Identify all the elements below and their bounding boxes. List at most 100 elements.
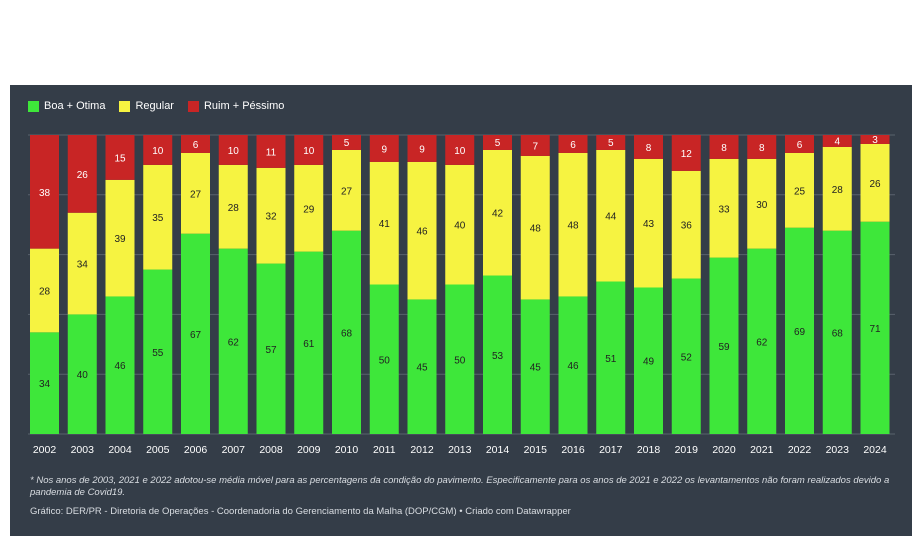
bar-boa-otima-2015 xyxy=(520,299,550,434)
bar-boa-otima-2011 xyxy=(369,284,399,434)
legend-item-regular: Regular xyxy=(119,100,174,112)
bar-ruim-pessimo-2019 xyxy=(671,135,701,171)
data-label-ruim-pessimo-2011: 9 xyxy=(381,144,387,155)
bar-boa-otima-2008 xyxy=(256,263,286,434)
data-label-boa-otima-2014: 53 xyxy=(492,351,504,362)
bar-regular-2008 xyxy=(256,167,286,264)
data-label-ruim-pessimo-2003: 26 xyxy=(77,170,89,181)
legend-swatch-regular xyxy=(119,100,131,112)
data-label-boa-otima-2017: 51 xyxy=(605,354,617,365)
bar-regular-2018 xyxy=(634,158,663,288)
x-tick-label-2012: 2012 xyxy=(410,444,434,456)
x-tick-label-2008: 2008 xyxy=(259,444,283,456)
bar-boa-otima-2007 xyxy=(218,248,248,434)
data-label-boa-otima-2013: 50 xyxy=(454,355,466,366)
bar-regular-2013 xyxy=(445,164,475,285)
bar-ruim-pessimo-2015 xyxy=(520,135,550,156)
bar-ruim-pessimo-2009 xyxy=(294,135,324,165)
stacked-bar-chart: 3428382002403426200346391520045535102005… xyxy=(28,134,895,456)
bar-boa-otima-2009 xyxy=(294,251,324,434)
bar-boa-otima-2005 xyxy=(143,269,173,434)
x-tick-label-2018: 2018 xyxy=(637,444,661,456)
data-label-ruim-pessimo-2024: 3 xyxy=(872,135,878,146)
bar-boa-otima-2018 xyxy=(634,287,663,434)
data-label-boa-otima-2009: 61 xyxy=(303,339,315,350)
data-label-ruim-pessimo-2023: 4 xyxy=(834,136,840,147)
bar-ruim-pessimo-2021 xyxy=(747,135,777,159)
bar-ruim-pessimo-2006 xyxy=(181,135,210,153)
data-label-ruim-pessimo-2006: 6 xyxy=(193,140,199,151)
data-label-boa-otima-2008: 57 xyxy=(265,345,277,356)
bar-ruim-pessimo-2022 xyxy=(785,135,814,153)
data-label-boa-otima-2024: 71 xyxy=(869,324,881,335)
data-label-regular-2008: 32 xyxy=(265,212,277,223)
bar-regular-2003 xyxy=(67,212,97,315)
bar-regular-2006 xyxy=(181,152,210,234)
data-label-boa-otima-2003: 40 xyxy=(77,370,89,381)
x-tick-label-2022: 2022 xyxy=(788,444,812,456)
bar-boa-otima-2012 xyxy=(407,299,437,434)
bar-boa-otima-2014 xyxy=(483,275,512,434)
x-tick-label-2024: 2024 xyxy=(863,444,887,456)
legend-swatch-ruim-pessimo xyxy=(187,100,199,112)
data-label-ruim-pessimo-2005: 10 xyxy=(152,146,164,157)
data-label-regular-2024: 26 xyxy=(869,179,881,190)
x-tick-label-2019: 2019 xyxy=(675,444,699,456)
bar-boa-otima-2023 xyxy=(822,230,852,434)
x-tick-label-2013: 2013 xyxy=(448,444,472,456)
bar-regular-2009 xyxy=(294,164,324,252)
data-label-boa-otima-2004: 46 xyxy=(114,361,126,372)
bar-ruim-pessimo-2014 xyxy=(483,135,512,150)
bar-ruim-pessimo-2023 xyxy=(822,135,852,147)
bar-ruim-pessimo-2016 xyxy=(558,135,588,153)
data-label-ruim-pessimo-2007: 10 xyxy=(228,146,240,157)
bar-regular-2012 xyxy=(407,161,437,300)
data-label-regular-2005: 35 xyxy=(152,213,164,224)
data-label-boa-otima-2012: 45 xyxy=(416,363,428,374)
data-label-ruim-pessimo-2020: 8 xyxy=(721,143,727,154)
data-label-regular-2012: 46 xyxy=(416,227,428,238)
data-label-regular-2022: 25 xyxy=(794,186,806,197)
x-tick-label-2002: 2002 xyxy=(33,444,57,456)
data-label-ruim-pessimo-2010: 5 xyxy=(344,138,350,149)
x-tick-label-2006: 2006 xyxy=(184,444,208,456)
bar-regular-2024 xyxy=(860,143,890,222)
data-label-regular-2010: 27 xyxy=(341,186,353,197)
bar-boa-otima-2003 xyxy=(67,314,97,434)
footnote: * Nos anos de 2003, 2021 e 2022 adotou-s… xyxy=(30,475,890,498)
data-label-ruim-pessimo-2013: 10 xyxy=(454,146,466,157)
legend-label-regular: Regular xyxy=(135,100,174,112)
x-tick-label-2010: 2010 xyxy=(335,444,359,456)
data-label-ruim-pessimo-2012: 9 xyxy=(419,144,425,155)
x-tick-label-2003: 2003 xyxy=(71,444,95,456)
chart-panel: Boa + Otima Regular Ruim + Péssimo 34 28 3… xyxy=(10,85,912,536)
data-label-ruim-pessimo-2016: 6 xyxy=(570,140,576,151)
x-tick-label-2004: 2004 xyxy=(108,444,132,456)
bar-regular-2004 xyxy=(105,179,135,297)
data-label-regular-2019: 36 xyxy=(681,221,693,232)
legend-item-boa-otima: Boa + Otima xyxy=(28,100,105,112)
data-label-regular-2002: 28 xyxy=(39,286,51,297)
x-tick-label-2023: 2023 xyxy=(826,444,850,456)
data-label-regular-2016: 48 xyxy=(567,221,579,232)
data-label-ruim-pessimo-2022: 6 xyxy=(797,140,803,151)
bar-regular-2005 xyxy=(143,164,173,270)
data-label-regular-2007: 28 xyxy=(228,203,240,214)
data-label-regular-2011: 41 xyxy=(379,219,391,230)
bar-boa-otima-2013 xyxy=(445,284,475,434)
bar-ruim-pessimo-2012 xyxy=(407,135,437,162)
bar-ruim-pessimo-2013 xyxy=(445,135,475,165)
legend: Boa + Otima Regular Ruim + Péssimo xyxy=(28,100,284,112)
bar-ruim-pessimo-2018 xyxy=(634,135,663,159)
bar-regular-2007 xyxy=(218,164,248,249)
data-label-ruim-pessimo-2008: 11 xyxy=(266,147,277,158)
bar-ruim-pessimo-2004 xyxy=(105,135,135,180)
x-tick-label-2011: 2011 xyxy=(373,444,396,456)
data-label-regular-2014: 42 xyxy=(492,209,504,220)
data-label-boa-otima-2005: 55 xyxy=(152,348,164,359)
data-label-boa-otima-2018: 49 xyxy=(643,357,655,368)
data-label-ruim-pessimo-2017: 5 xyxy=(608,138,614,149)
data-label-ruim-pessimo-2018: 8 xyxy=(646,143,652,154)
bar-regular-2010 xyxy=(332,149,361,231)
bar-boa-otima-2002 xyxy=(30,332,59,434)
